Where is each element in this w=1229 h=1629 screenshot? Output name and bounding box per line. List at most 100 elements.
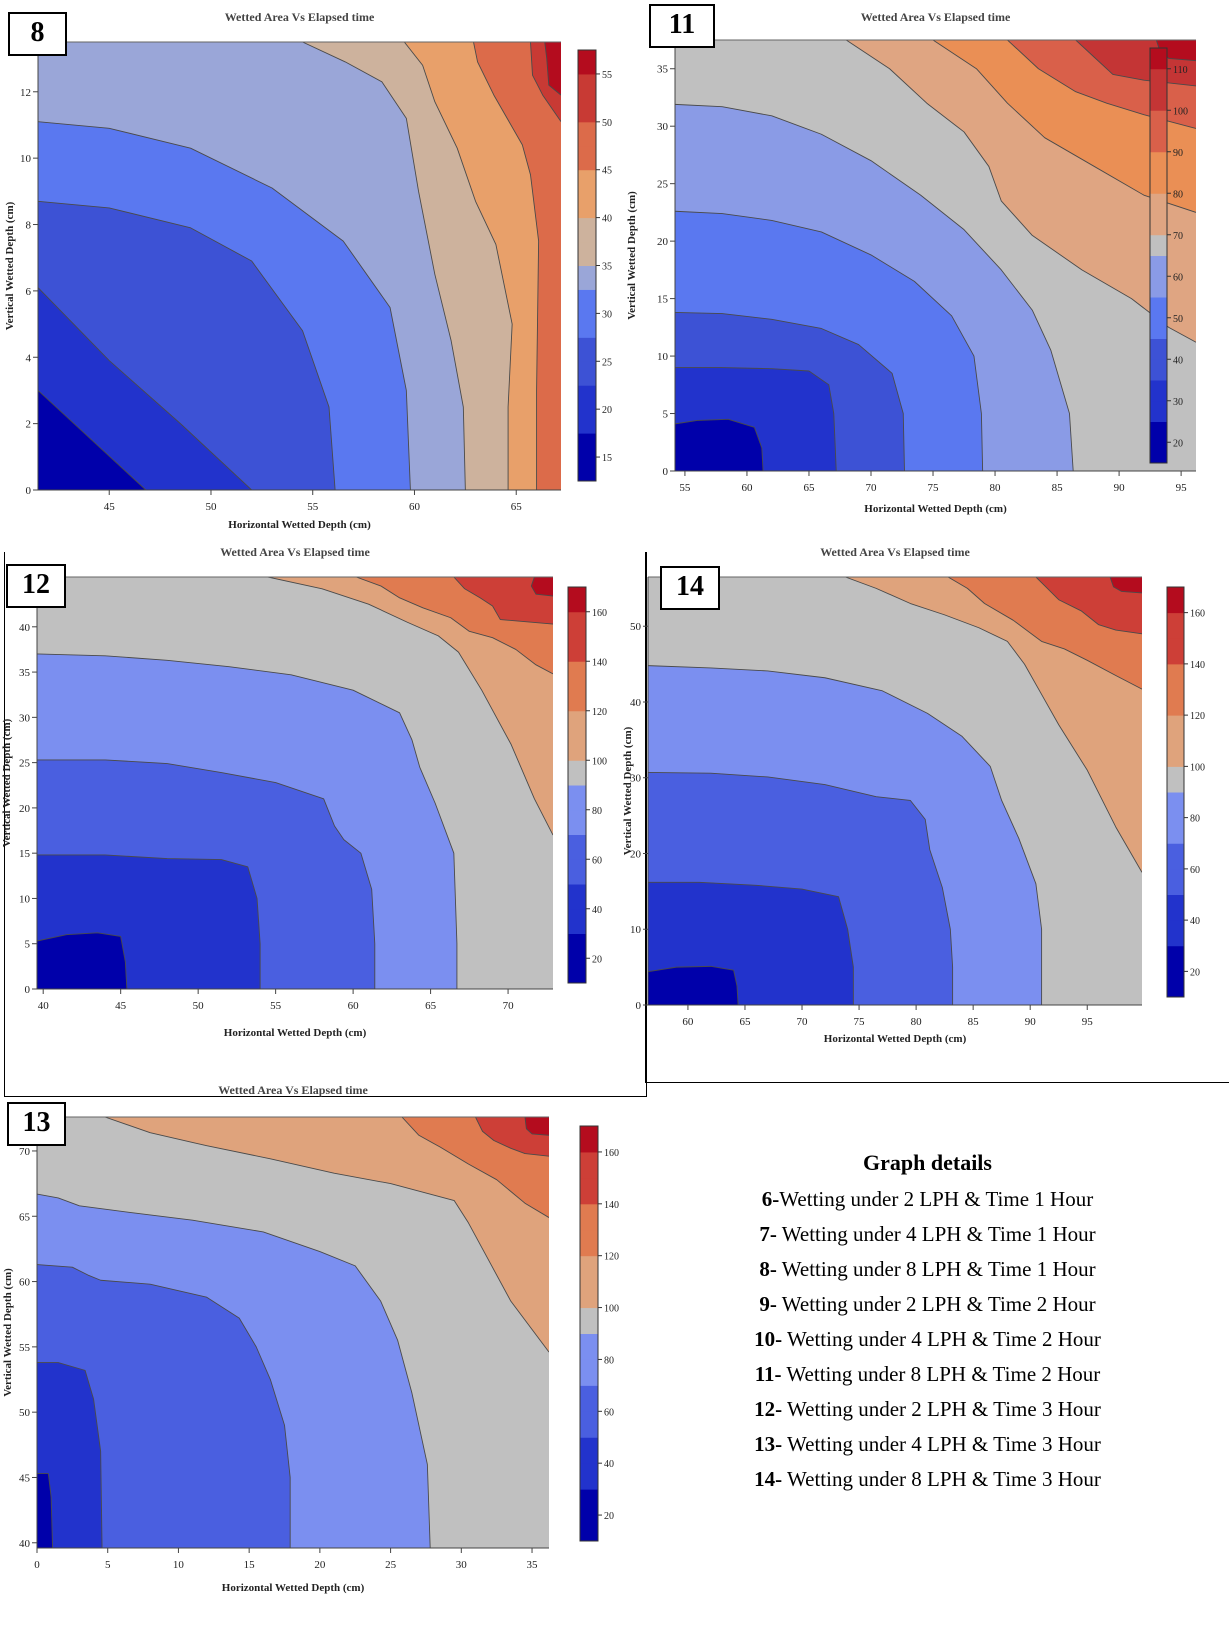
colorbar-tick-label: 100 — [604, 1304, 619, 1315]
colorbar-segment — [1167, 792, 1184, 819]
colorbar-segment — [578, 361, 596, 386]
graph-details-item-text: Wetting under 8 LPH & Time 3 Hour — [782, 1467, 1101, 1491]
y-tick-label: 5 — [663, 409, 669, 421]
panel-number-11: 11 — [649, 4, 715, 48]
x-tick-label: 0 — [34, 1559, 40, 1571]
contour-line-50 — [530, 42, 561, 122]
y-tick-label: 20 — [630, 848, 642, 860]
colorbar-segment — [1150, 214, 1167, 236]
graph-details-item: 14- Wetting under 8 LPH & Time 3 Hour — [660, 1462, 1195, 1497]
contour-band-20 — [37, 1473, 53, 1548]
x-tick-label: 95 — [1082, 1016, 1094, 1028]
graph-details-item-text: Wetting under 8 LPH & Time 1 Hour — [776, 1257, 1096, 1281]
y-tick-label: 8 — [26, 220, 32, 232]
chart-title: Wetted Area Vs Elapsed time — [220, 545, 370, 559]
contour-line-140 — [453, 577, 553, 625]
contour-band-20 — [648, 966, 739, 1005]
colorbar-tick-label: 60 — [592, 855, 602, 866]
colorbar-segment — [580, 1281, 598, 1309]
colorbar-segment — [580, 1177, 598, 1205]
colorbar-segment — [568, 933, 586, 959]
graph-details-item-number: 13- — [754, 1432, 783, 1456]
colorbar-tick-label: 140 — [592, 657, 607, 668]
contour-svg-12: 40455055606570051015202530354045Wetted A… — [1, 545, 607, 1039]
y-tick-label: 12 — [20, 87, 31, 99]
colorbar-tick-label: 20 — [602, 405, 612, 416]
x-axis-label: Horizontal Wetted Depth (cm) — [864, 503, 1007, 515]
y-tick-label: 50 — [630, 621, 642, 633]
contour-line-50 — [675, 210, 984, 471]
colorbar-tick-label: 120 — [592, 707, 607, 718]
y-tick-label: 0 — [636, 1000, 642, 1012]
colorbar-segment — [1150, 338, 1167, 360]
y-tick-label: 10 — [630, 924, 642, 936]
contour-svg-8: 45 50 55 60 65 0 2 4 6 8 10 12 Wetted Area Vs Elapse… — [4, 10, 612, 531]
graph-details-item-number: 8- — [759, 1257, 777, 1281]
graph-details-item-number: 9- — [759, 1292, 777, 1316]
x-tick-label: 15 — [244, 1559, 256, 1571]
contour-line-80 — [932, 40, 1196, 213]
colorbar-tick-label: 50 — [1173, 314, 1183, 325]
colorbar-border — [579, 1125, 599, 1542]
contour-line-40 — [675, 311, 905, 471]
x-tick-label: 65 — [803, 482, 815, 494]
y-tick-label: 40 — [19, 622, 31, 634]
graph-details-item-text: Wetting under 2 LPH & Time 1 Hour — [779, 1187, 1094, 1211]
y-tick-label: 60 — [19, 1277, 31, 1289]
colorbar-segment — [578, 265, 596, 290]
colorbar-segment — [1150, 255, 1167, 277]
colorbar-tick-label: 20 — [1173, 438, 1183, 449]
colorbar-tick-label: 40 — [602, 214, 612, 225]
x-tick-label: 55 — [270, 1000, 282, 1012]
y-tick-label: 4 — [26, 352, 32, 364]
contour-line-20 — [675, 418, 764, 471]
graph-details-item: 10- Wetting under 4 LPH & Time 2 Hour — [660, 1322, 1195, 1357]
graph-details-item-number: 6- — [761, 1187, 780, 1211]
colorbar-segment — [568, 834, 586, 860]
graph-details-title: Graph details — [863, 1150, 992, 1175]
colorbar-segment — [580, 1515, 598, 1542]
y-tick-label: 65 — [19, 1211, 31, 1223]
y-tick-label: 40 — [19, 1538, 31, 1550]
contour-line-55 — [544, 42, 561, 96]
chart-title: Wetted Area Vs Elapsed time — [861, 10, 1011, 24]
contour-line-15 — [38, 390, 147, 490]
colorbar-segment — [580, 1359, 598, 1386]
contour-line-60 — [37, 1264, 291, 1548]
colorbar-tick-label: 40 — [592, 905, 602, 916]
x-tick-label: 55 — [679, 482, 691, 494]
x-tick-label: 60 — [682, 1016, 694, 1028]
contour-line-100 — [845, 577, 1142, 873]
y-tick-label: 30 — [630, 773, 642, 785]
x-tick-label: 80 — [911, 1016, 923, 1028]
colorbar-tick-label: 40 — [604, 1459, 614, 1470]
contour-line-30 — [38, 121, 411, 490]
colorbar-segment — [1150, 131, 1167, 153]
x-tick-label: 55 — [307, 501, 319, 513]
graph-details-item: 6-Wetting under 2 LPH & Time 1 Hour — [660, 1182, 1195, 1217]
colorbar-tick-label: 35 — [602, 262, 612, 273]
y-tick-label: 35 — [19, 667, 31, 679]
panel-number-14: 14 — [660, 566, 720, 610]
y-tick-label: 40 — [630, 697, 642, 709]
x-tick-label: 30 — [456, 1559, 468, 1571]
colorbar-tick-label: 30 — [1173, 397, 1183, 408]
x-tick-label: 70 — [865, 482, 877, 494]
x-tick-label: 70 — [797, 1016, 809, 1028]
colorbar-tick-label: 80 — [1190, 814, 1200, 825]
colorbar-tick-label: 120 — [604, 1252, 619, 1263]
graph-details-item-text: Wetting under 2 LPH & Time 2 Hour — [776, 1292, 1096, 1316]
colorbar-segment — [580, 1437, 598, 1464]
colorbar-segment — [578, 97, 596, 123]
colorbar-segment — [580, 1463, 598, 1490]
colorbar-border — [1166, 586, 1185, 998]
colorbar-border — [1149, 47, 1168, 464]
colorbar-segment — [1150, 359, 1167, 381]
colorbar-segment — [568, 884, 586, 910]
colorbar-segment — [580, 1255, 598, 1283]
colorbar-segment — [568, 636, 586, 662]
colorbar-segment — [568, 587, 586, 613]
graph-details-item-text: Wetting under 4 LPH & Time 2 Hour — [782, 1327, 1101, 1351]
y-tick-label: 10 — [20, 153, 32, 165]
colorbar-segment — [1167, 971, 1184, 998]
